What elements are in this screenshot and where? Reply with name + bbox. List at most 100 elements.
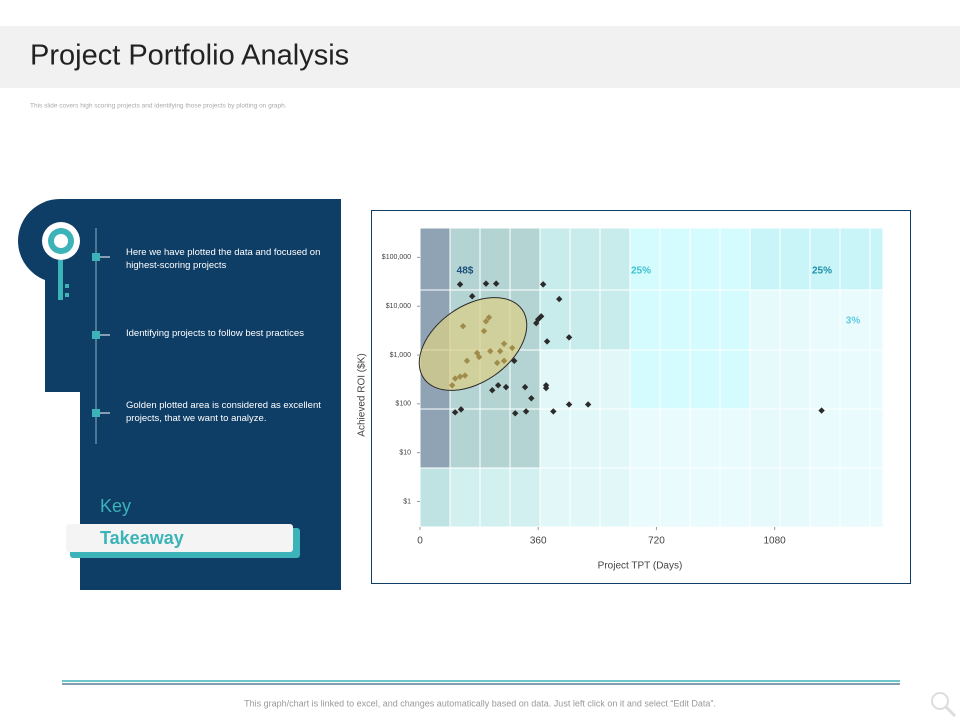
bg-cell (599, 349, 631, 410)
bg-cell (719, 467, 751, 528)
footer-note: This graph/chart is linked to excel, and… (244, 698, 716, 708)
bg-cell (869, 408, 884, 469)
point (475, 353, 483, 361)
bg-cell (479, 467, 511, 528)
point (469, 293, 476, 300)
bg-cell (779, 227, 811, 291)
bg-cell (539, 289, 571, 351)
bg-cell (689, 408, 721, 469)
point (482, 280, 490, 287)
y-tick-label: $1 (403, 498, 411, 505)
y-tick-label: $100 (395, 401, 411, 408)
bg-cell (599, 227, 631, 291)
icon-stem (58, 260, 63, 300)
bg-cell (419, 408, 451, 469)
point (584, 401, 592, 408)
title: Project Portfolio Analysis (30, 40, 349, 72)
bg-cell (569, 408, 601, 469)
point (521, 383, 529, 391)
bg-cell (629, 349, 661, 410)
bg-cell (749, 289, 781, 351)
point (496, 347, 504, 355)
bg-cell (689, 467, 721, 528)
bg-cell (539, 227, 571, 291)
bg-cell (839, 408, 871, 469)
golden-area (418, 297, 528, 391)
point (493, 359, 501, 367)
bullet (92, 409, 100, 417)
y-tick-label: $10,000 (386, 303, 411, 310)
point (500, 340, 508, 347)
takeaway-box (66, 524, 293, 552)
y-tick-label: $10 (399, 450, 411, 457)
bg-cell (749, 408, 781, 469)
key-point-text: Here we have plotted the data and focuse… (126, 247, 321, 271)
point (461, 372, 469, 379)
y-tick-label: $100,000 (382, 254, 411, 261)
point (511, 357, 518, 365)
icon-dot (65, 284, 69, 288)
point (485, 314, 493, 321)
bg-cell (869, 227, 884, 291)
bg-cell (749, 227, 781, 291)
bg-cell (839, 289, 871, 351)
bg-cell (599, 289, 631, 351)
key-point-text: Golden plotted area is considered as exc… (126, 400, 321, 424)
key-point-text: Identifying projects to follow best prac… (126, 328, 304, 339)
bg-cell (719, 289, 751, 351)
bg-cell (539, 408, 571, 469)
x-axis-label: Project TPT (Days) (598, 561, 683, 572)
bg-cell (749, 467, 781, 528)
bg-cell (689, 227, 721, 291)
bg-cell (449, 408, 481, 469)
bg-cell (629, 408, 661, 469)
bg-cell (749, 349, 781, 410)
point (818, 407, 825, 414)
bg-cell (839, 227, 871, 291)
icon-ring (54, 234, 68, 248)
bg-cell (539, 349, 571, 410)
bg-cell (539, 467, 571, 528)
point (456, 373, 464, 380)
bg-cell (839, 349, 871, 410)
search-icon (944, 705, 957, 718)
bg-cell (629, 289, 661, 351)
bullet (92, 331, 100, 339)
bg-cell (869, 467, 884, 528)
bg-cell (809, 467, 841, 528)
point (451, 375, 459, 382)
bg-cell (869, 289, 884, 351)
bg-cell (779, 467, 811, 528)
bg-cell (419, 227, 451, 291)
x-tick-label: 0 (417, 536, 423, 547)
bg-cell (569, 227, 601, 291)
bg-cell (659, 289, 691, 351)
point (539, 281, 547, 288)
key-point: Here we have plotted the data and focuse… (126, 247, 321, 271)
region-label: 25% (812, 266, 832, 277)
bg-cell (779, 408, 811, 469)
bg-cell (779, 289, 811, 351)
point (565, 334, 573, 341)
bg-cell (419, 467, 451, 528)
key-label: Key (100, 496, 131, 516)
point (489, 387, 496, 394)
point (565, 401, 573, 408)
point (463, 357, 471, 365)
point (533, 319, 540, 327)
bg-cell (479, 227, 511, 291)
bg-cell (689, 349, 721, 410)
bg-cell (599, 408, 631, 469)
bg-cell (659, 349, 691, 410)
point (528, 395, 535, 402)
point (459, 322, 467, 330)
bg-cell (449, 227, 481, 291)
bg-cell (599, 467, 631, 528)
bg-cell (809, 289, 841, 351)
bg-cell (509, 467, 541, 528)
bg-cell (689, 289, 721, 351)
point (509, 344, 516, 352)
point (500, 357, 508, 365)
bg-cell (719, 408, 751, 469)
